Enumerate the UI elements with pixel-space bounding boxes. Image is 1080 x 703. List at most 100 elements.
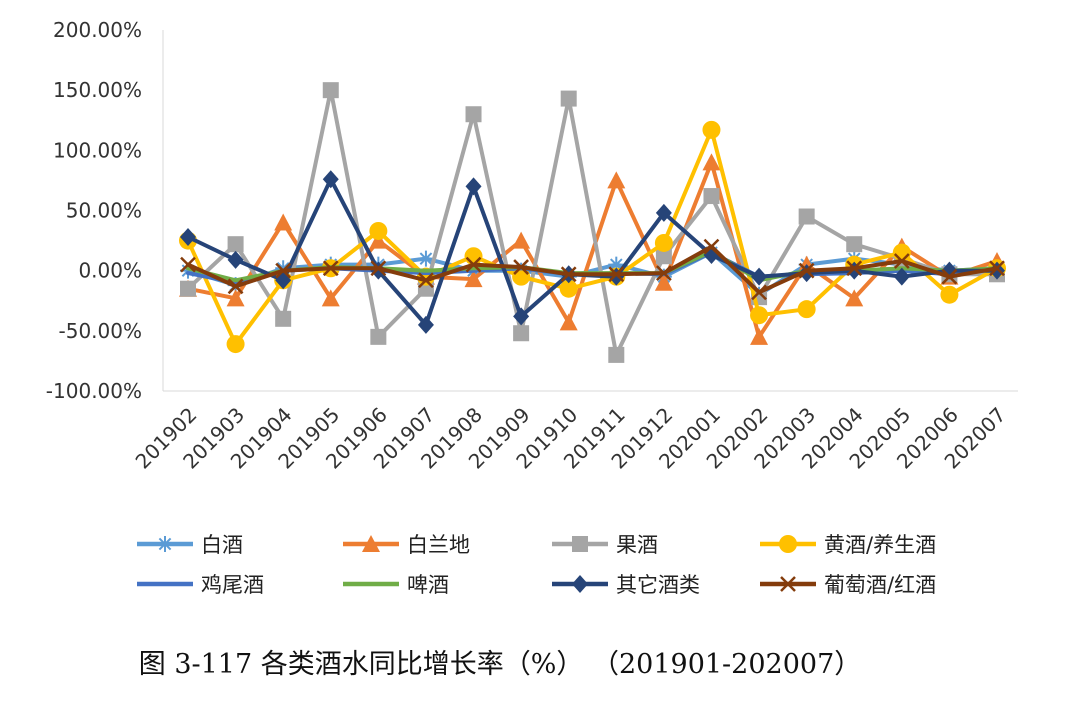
data-point	[846, 260, 863, 277]
series-2	[180, 82, 1005, 363]
data-point-stroke	[608, 266, 625, 283]
legend-item: 白兰地	[343, 533, 470, 557]
data-point	[572, 536, 588, 552]
data-point	[157, 536, 173, 552]
data-point	[779, 535, 797, 553]
data-point	[846, 236, 863, 253]
series-1	[179, 153, 1006, 345]
legend-item: 其它酒类	[552, 573, 700, 597]
data-point	[797, 300, 816, 319]
data-point	[417, 250, 434, 267]
series-line	[186, 160, 999, 339]
data-point	[464, 247, 483, 266]
data-point	[275, 310, 292, 327]
data-point	[560, 90, 577, 107]
data-point	[941, 268, 958, 285]
data-point	[513, 259, 530, 275]
data-point	[940, 285, 959, 304]
data-point	[608, 267, 625, 286]
y-tick-label: 200.00%	[53, 18, 142, 42]
data-point	[560, 266, 577, 283]
legend-item: 白酒	[137, 533, 243, 557]
data-point-stroke	[180, 256, 196, 273]
data-point	[369, 231, 388, 249]
data-point-stroke	[893, 253, 910, 269]
data-point-stroke	[989, 260, 1005, 277]
data-point	[417, 315, 434, 334]
data-point	[750, 306, 769, 325]
y-axis: -100.00% -50.00% 0.00% 50.00% 100.00% 150.00%…	[46, 18, 164, 403]
data-point	[321, 289, 340, 307]
data-point-stroke	[703, 238, 720, 255]
data-point-stroke	[227, 278, 244, 295]
data-point	[751, 284, 767, 301]
legend-item: 葡萄酒/红酒	[760, 573, 936, 597]
x-axis: 2019022019032019042019052019062019072019…	[131, 390, 1018, 474]
data-point-stroke	[419, 252, 433, 265]
data-point	[702, 120, 721, 139]
data-point	[370, 261, 387, 280]
legend-label: 葡萄酒/红酒	[824, 573, 936, 597]
data-point	[227, 236, 244, 253]
legend-label: 啤酒	[407, 573, 449, 597]
data-point	[370, 328, 387, 345]
data-point-stroke	[941, 268, 958, 285]
data-point	[654, 233, 673, 252]
data-point	[750, 327, 769, 345]
data-point	[322, 82, 339, 99]
data-point	[845, 289, 864, 307]
data-point	[512, 231, 531, 249]
data-point	[464, 270, 483, 288]
data-point	[275, 262, 292, 279]
series-7	[180, 238, 1005, 301]
data-point	[572, 575, 588, 593]
data-point	[655, 203, 672, 222]
data-point	[751, 267, 768, 286]
data-point	[608, 346, 625, 363]
y-tick-label: 0.00%	[78, 259, 142, 283]
data-point	[180, 227, 196, 246]
data-point-stroke	[846, 260, 863, 277]
data-point	[989, 260, 1005, 277]
data-point	[989, 261, 1005, 280]
data-point-stroke	[322, 260, 339, 277]
data-point	[703, 238, 720, 255]
data-point	[418, 272, 434, 289]
legend-label: 其它酒类	[616, 573, 700, 597]
data-point	[362, 535, 380, 552]
data-point	[607, 171, 626, 189]
legend-item: 果酒	[552, 533, 658, 557]
series-layer	[179, 82, 1006, 363]
data-point	[655, 265, 672, 281]
data-point	[702, 153, 721, 171]
data-point	[226, 289, 245, 307]
data-point	[559, 313, 578, 331]
data-point	[227, 278, 244, 295]
data-point	[513, 325, 530, 342]
figure-caption: 图 3-117 各类酒水同比增长率（%） （201901-202007）	[138, 649, 862, 680]
data-point-stroke	[798, 262, 815, 279]
legend-label: 鸡尾酒	[201, 573, 264, 597]
data-point	[465, 177, 482, 196]
data-point-stroke	[513, 259, 530, 275]
line-chart: -100.00% -50.00% 0.00% 50.00% 100.00% 150.00%…	[46, 18, 1018, 597]
data-point	[322, 170, 339, 189]
data-point-stroke	[418, 272, 434, 289]
data-point	[226, 335, 245, 354]
data-point	[370, 260, 387, 277]
data-point	[322, 260, 339, 277]
data-point	[559, 279, 578, 298]
data-point	[180, 256, 196, 273]
y-tick-label: -50.00%	[59, 319, 142, 343]
data-point	[703, 188, 720, 205]
legend-label: 白酒	[201, 533, 243, 557]
legend-item: 黄酒/养生酒	[760, 533, 936, 557]
data-point	[608, 266, 625, 283]
data-point	[780, 576, 796, 592]
data-point	[892, 243, 911, 262]
data-point	[798, 208, 815, 225]
y-tick-label: 150.00%	[53, 78, 142, 102]
legend-item: 鸡尾酒	[137, 573, 264, 597]
data-point-stroke	[751, 284, 767, 301]
